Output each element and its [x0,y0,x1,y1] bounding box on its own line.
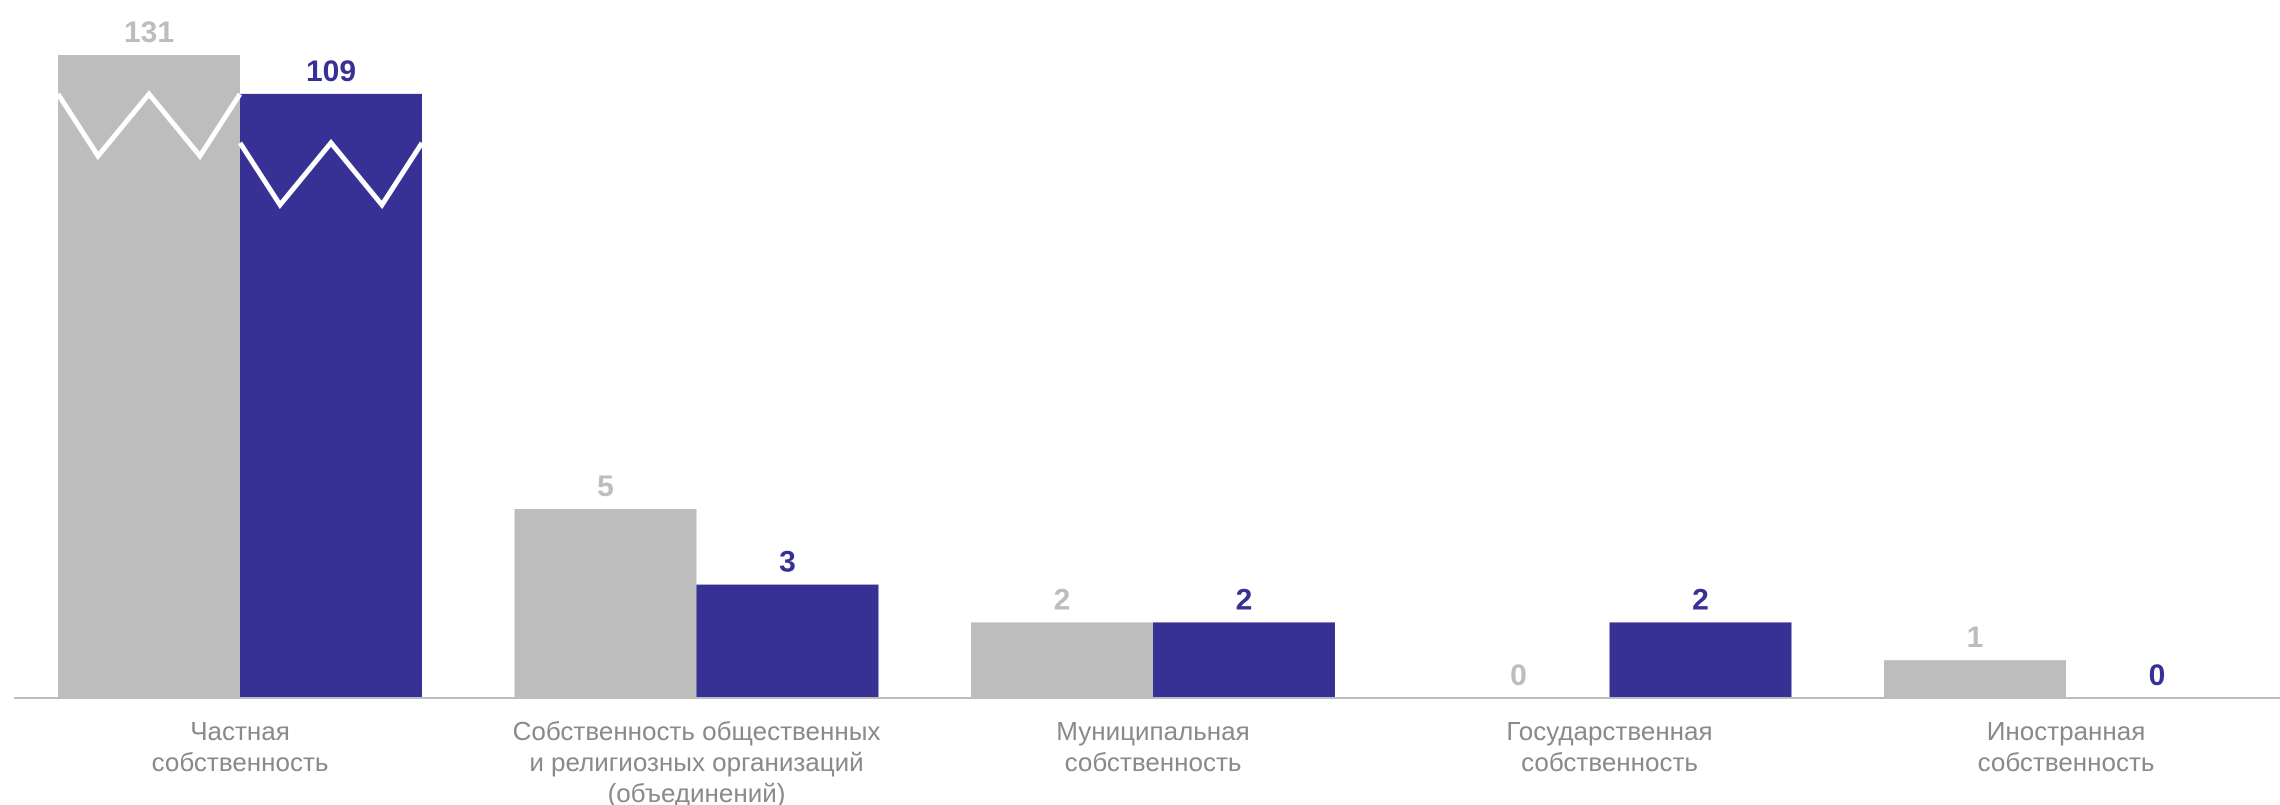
category-label-4: Государственная собственность [1506,716,1712,777]
bar-series2-cat4 [1609,622,1792,698]
bar-series2-cat1 [240,93,422,698]
value-label-series2-cat2: 3 [779,546,796,579]
bar-series1-cat5 [1884,660,2066,698]
category-label-3: Муниципальная собственность [1056,716,1249,777]
axis-break-marks [55,90,425,210]
category-label-line: Иностранная [1987,716,2146,746]
bars-group [58,55,2066,698]
bar-series1-cat2 [514,509,697,698]
category-label-line: собственность [1065,747,1242,777]
value-label-series2-cat4: 2 [1692,583,1709,616]
bar-series2-cat2 [696,584,879,698]
category-label-line: собственность [152,747,329,777]
value-label-series2-cat3: 2 [1236,583,1253,616]
value-label-series1-cat1: 131 [124,16,174,49]
value-labels-group: 131 109 5 3 2 2 0 2 1 0 [124,16,2165,692]
value-label-series1-cat3: 2 [1054,583,1071,616]
value-label-series1-cat5: 1 [1967,621,1984,654]
value-label-series2-cat1: 109 [306,55,356,88]
category-label-line: собственность [1521,747,1698,777]
category-label-line: Собственность общественных [513,716,881,746]
bar-series1-cat3 [971,622,1153,698]
category-label-line: и религиозных организаций [529,747,863,777]
value-label-series2-cat5: 0 [2149,659,2166,692]
category-label-line: Государственная [1506,716,1712,746]
value-label-series1-cat2: 5 [597,470,614,503]
category-label-line: Частная [190,716,290,746]
bar-series2-cat3 [1153,622,1335,698]
category-label-line: Муниципальная [1056,716,1249,746]
axis-break-zigzag-series2 [237,138,425,210]
category-label-line: собственность [1978,747,2155,777]
category-label-1: Частная собственность [152,716,329,777]
category-label-2: Собственность общественных и религиозных … [513,716,881,805]
bar-series1-cat1 [58,55,240,698]
category-label-5: Иностранная собственность [1978,716,2155,777]
value-label-series1-cat4: 0 [1510,659,1527,692]
axis-break-zigzag-series1 [55,90,243,161]
category-label-line: (объединений) [608,778,786,805]
